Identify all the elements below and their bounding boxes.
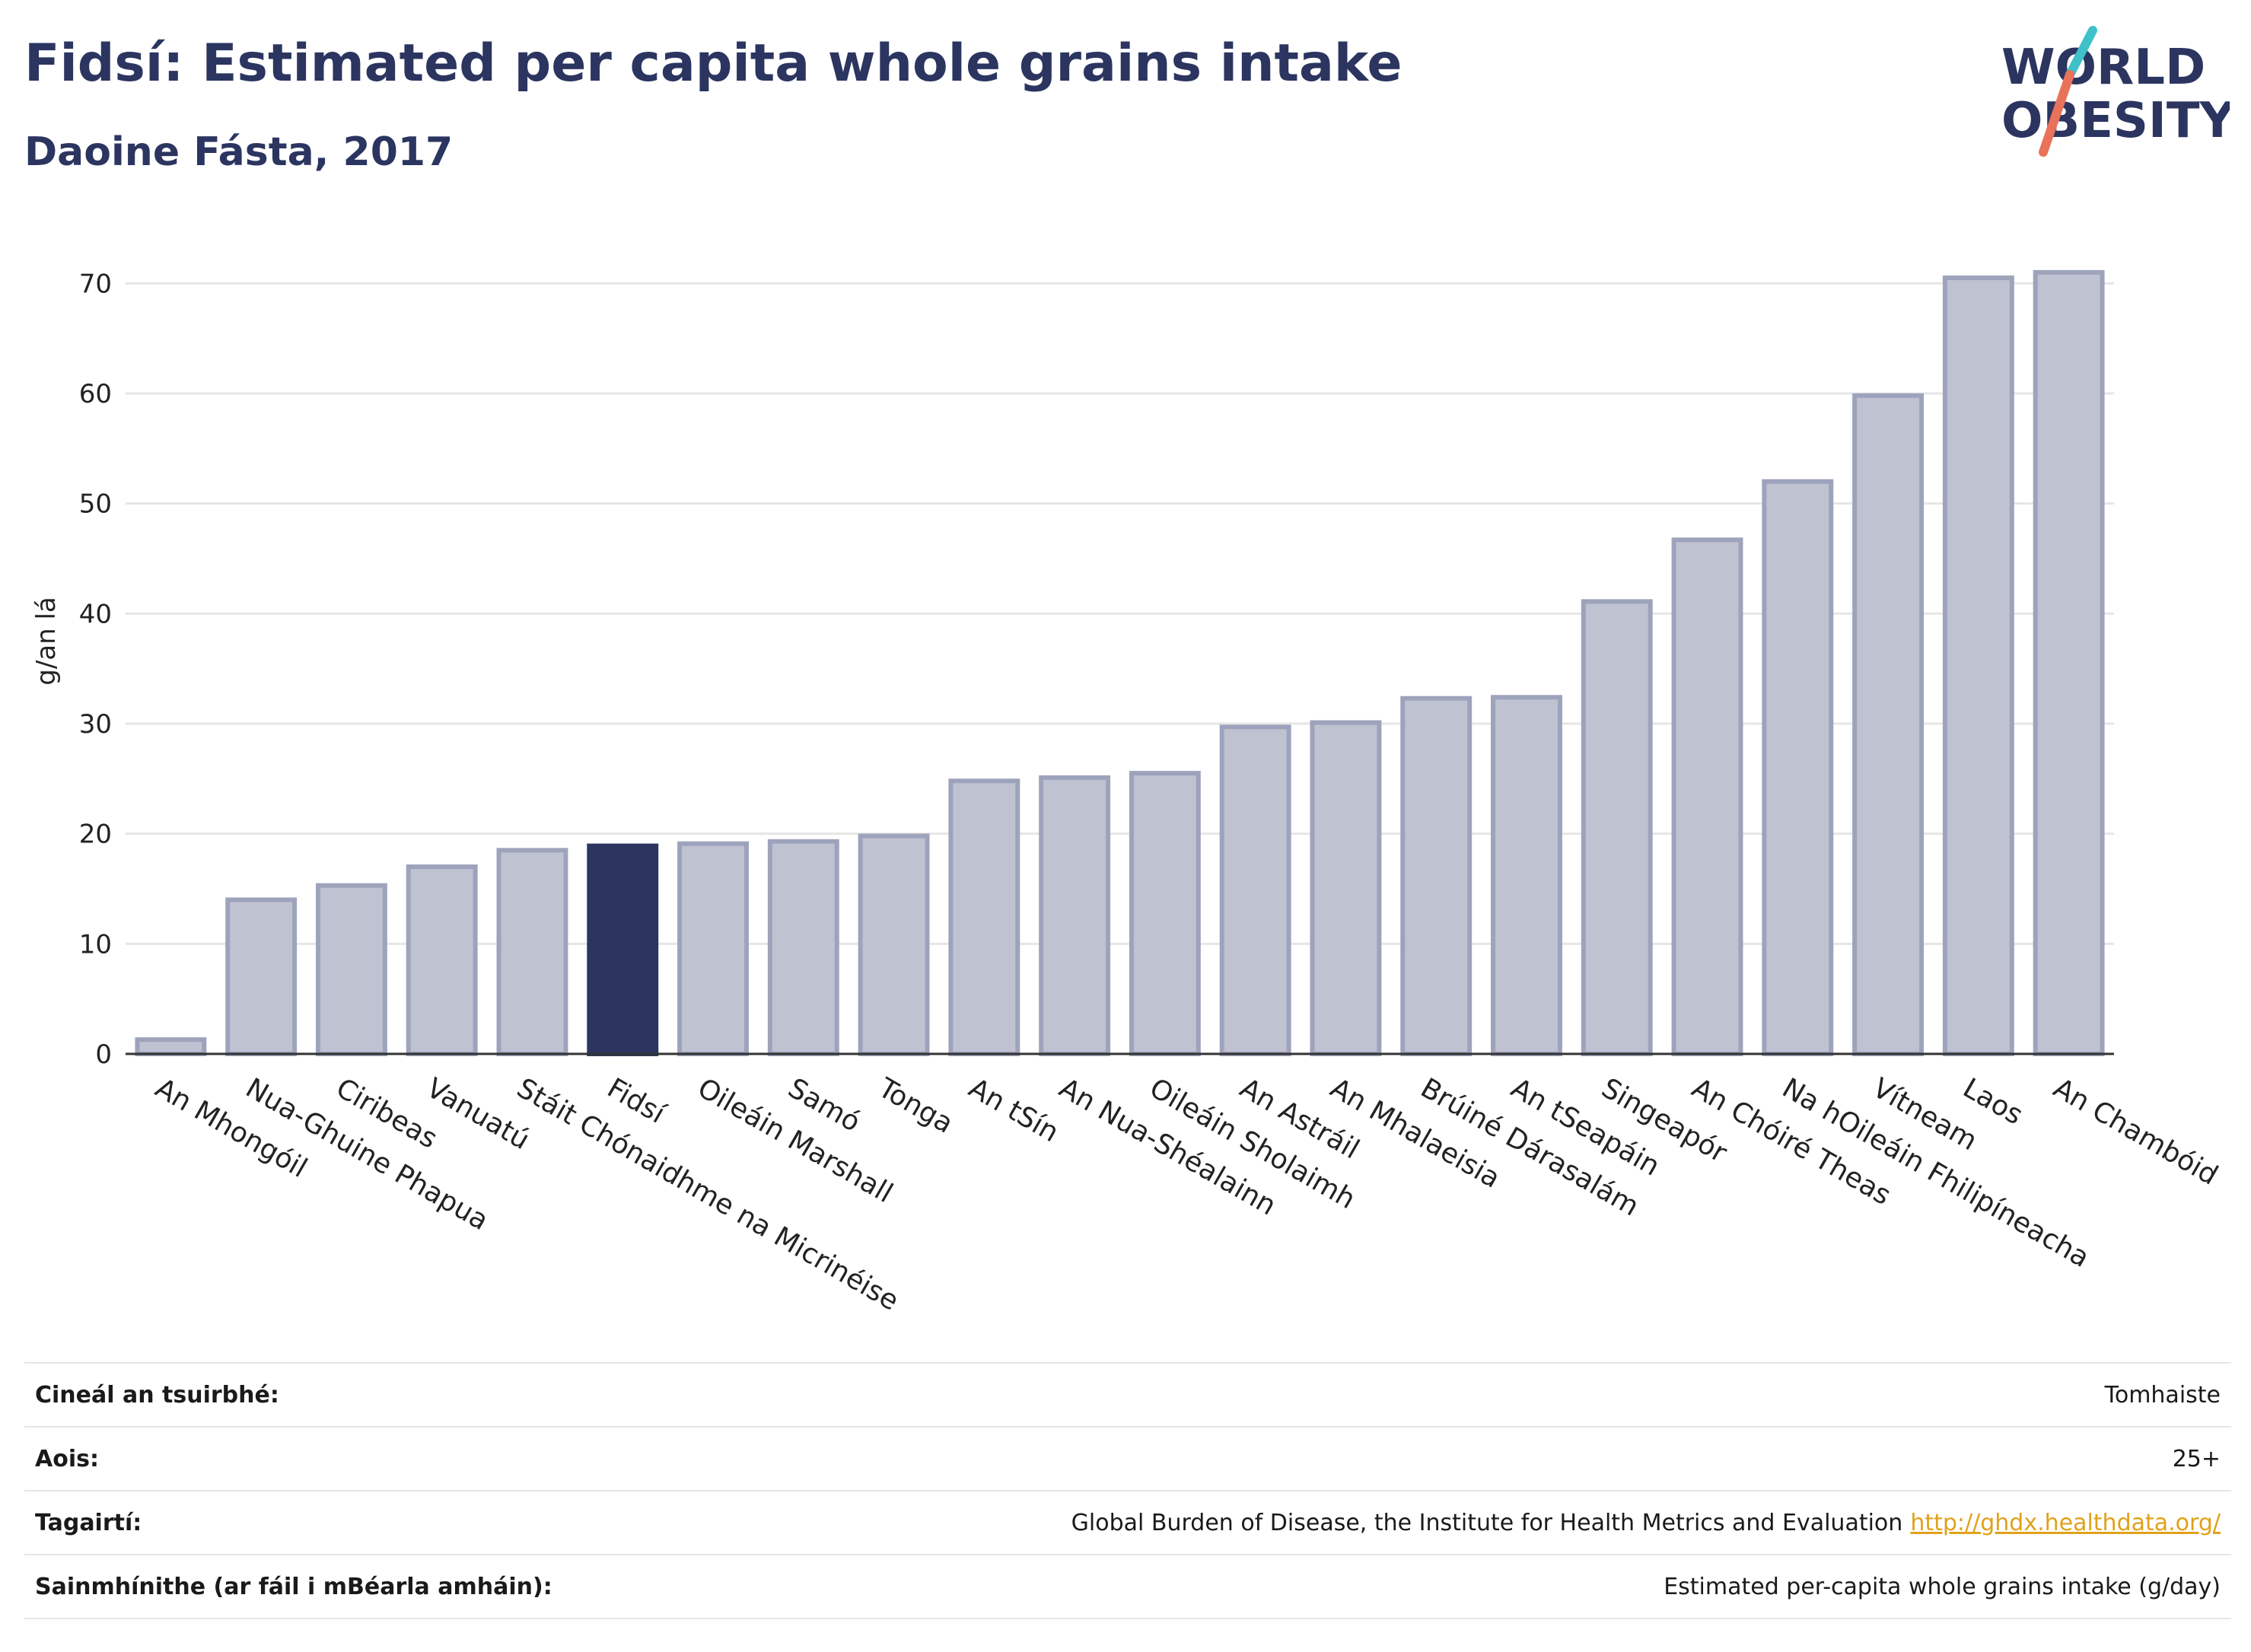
meta-row-definitions: Sainmhínithe (ar fáil i mBéarla amháin):… [24, 1554, 2231, 1619]
meta-row-references: Tagairtí: Global Burden of Disease, the … [24, 1490, 2231, 1554]
meta-value-wrap: Global Burden of Disease, the Institute … [1071, 1510, 2221, 1536]
chart-subtitle: Daoine Fásta, 2017 [24, 129, 454, 175]
bar[interactable] [1219, 724, 1291, 1057]
meta-row-survey-type: Cineál an tsuirbhé: Tomhaiste [24, 1362, 2231, 1426]
bar[interactable] [948, 778, 1020, 1057]
bar[interactable] [1491, 695, 1562, 1057]
y-tick-label: 30 [79, 709, 112, 740]
y-tick-label: 0 [95, 1039, 112, 1070]
y-tick-label: 10 [79, 929, 112, 960]
bar[interactable] [2033, 269, 2105, 1056]
meta-value: Global Burden of Disease, the Institute … [1071, 1509, 1903, 1536]
bar[interactable] [1581, 599, 1653, 1056]
bars [135, 269, 2105, 1057]
meta-row-age: Aois: 25+ [24, 1426, 2231, 1490]
bar[interactable] [406, 864, 478, 1056]
bar[interactable] [587, 843, 659, 1056]
bar[interactable] [1129, 771, 1201, 1056]
meta-label: Cineál an tsuirbhé: [35, 1381, 279, 1408]
bar[interactable] [858, 833, 930, 1057]
chart-title: Fidsí: Estimated per capita whole grains… [24, 33, 1402, 94]
x-tick-label: An Mhongóil [150, 1072, 312, 1184]
bar[interactable] [225, 897, 298, 1057]
bar[interactable] [1310, 720, 1382, 1056]
y-axis-ticks: 0 10 20 30 40 50 60 70 [79, 269, 112, 1070]
meta-label: Tagairtí: [35, 1509, 142, 1536]
logo-line1: WORLD [2001, 40, 2205, 96]
bar[interactable] [315, 883, 387, 1057]
bar[interactable] [1762, 479, 1834, 1056]
bar[interactable] [135, 1037, 207, 1057]
logo-line2: OBESITY [2001, 93, 2230, 149]
meta-label: Sainmhínithe (ar fáil i mBéarla amháin): [35, 1573, 552, 1600]
x-tick-label: Tonga [872, 1072, 958, 1140]
y-tick-label: 70 [79, 269, 112, 299]
bar[interactable] [1942, 275, 2014, 1057]
y-tick-label: 20 [79, 820, 112, 850]
meta-label: Aois: [35, 1445, 99, 1472]
bar[interactable] [767, 839, 839, 1056]
x-tick-label: Vanuatú [421, 1072, 534, 1156]
y-tick-label: 40 [79, 599, 112, 629]
bar[interactable] [496, 848, 568, 1057]
reference-link[interactable]: http://ghdx.healthdata.org/ [1910, 1509, 2221, 1536]
meta-value: 25+ [2172, 1445, 2221, 1472]
logo-slash-accent [2065, 26, 2097, 79]
y-tick-label: 60 [79, 379, 112, 409]
bar[interactable] [1039, 775, 1111, 1056]
y-axis-label: g/an lá [31, 597, 62, 686]
meta-value: Tomhaiste [2104, 1381, 2221, 1408]
x-tick-label: An Chambóid [2048, 1072, 2223, 1191]
logo-slash [2039, 70, 2074, 157]
x-tick-label: An tSín [963, 1072, 1064, 1148]
bar[interactable] [677, 841, 749, 1056]
y-tick-label: 50 [79, 489, 112, 520]
world-obesity-logo: WORLD OBESITY [2001, 26, 2230, 157]
bar[interactable] [1671, 537, 1743, 1056]
metadata-table: Cineál an tsuirbhé: Tomhaiste Aois: 25+ … [24, 1362, 2231, 1619]
meta-value: Estimated per-capita whole grains intake… [1664, 1573, 2221, 1600]
bar[interactable] [1852, 393, 1925, 1056]
bar[interactable] [1400, 695, 1473, 1057]
